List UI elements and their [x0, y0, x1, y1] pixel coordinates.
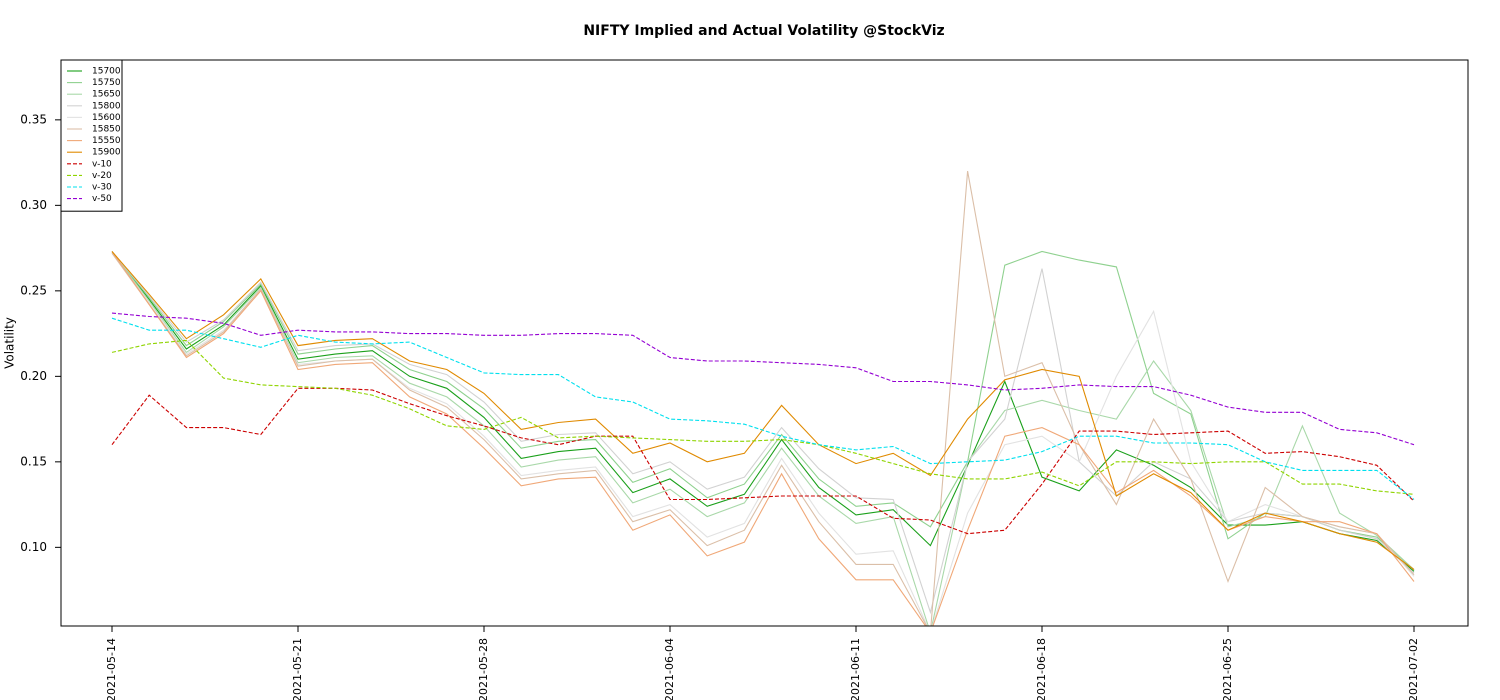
series-line	[111, 317, 1415, 500]
legend-label: 15850	[92, 125, 121, 135]
x-tick-label: 2021-06-04	[663, 638, 676, 700]
x-tick-label: 2021-05-28	[477, 638, 490, 700]
series-line	[111, 250, 1415, 571]
legend-box	[60, 59, 123, 212]
legend-label: 15800	[92, 101, 121, 111]
series-line	[111, 251, 1415, 572]
series-line	[111, 171, 1415, 626]
series-line	[111, 339, 1415, 495]
y-tick-label: 0.20	[20, 369, 47, 383]
legend-label: v-50	[92, 194, 112, 204]
series-line	[111, 251, 1415, 626]
legend-label: 15600	[92, 113, 121, 123]
legend-label: 15900	[92, 148, 121, 158]
legend-label: v-10	[92, 159, 112, 169]
x-tick-label: 2021-07-02	[1407, 638, 1420, 700]
x-tick-label: 2021-05-14	[105, 638, 118, 700]
y-axis-label: Volatility	[3, 317, 17, 369]
legend-label: v-30	[92, 183, 112, 193]
x-tick-label: 2021-06-25	[1221, 638, 1234, 700]
plot-lines	[111, 171, 1415, 626]
legend-label: v-20	[92, 171, 112, 181]
plot-frame	[60, 59, 1469, 627]
x-tick-label: 2021-06-11	[849, 638, 862, 700]
series-line	[111, 251, 1415, 615]
y-tick-label: 0.10	[20, 540, 47, 554]
x-tick-label: 2021-06-18	[1035, 638, 1048, 700]
y-tick-label: 0.15	[20, 454, 47, 468]
chart-title: NIFTY Implied and Actual Volatility @Sto…	[583, 23, 944, 39]
x-tick-label: 2021-05-21	[291, 638, 304, 700]
series-line	[111, 251, 1415, 626]
y-tick-label: 0.35	[20, 112, 47, 126]
y-tick-label: 0.30	[20, 198, 47, 212]
series-line	[111, 312, 1415, 446]
legend-label: 15550	[92, 136, 121, 146]
legend-label: 15750	[92, 78, 121, 88]
legend-label: 15700	[92, 67, 121, 77]
legend-label: 15650	[92, 90, 121, 100]
y-tick-label: 0.25	[20, 283, 47, 297]
